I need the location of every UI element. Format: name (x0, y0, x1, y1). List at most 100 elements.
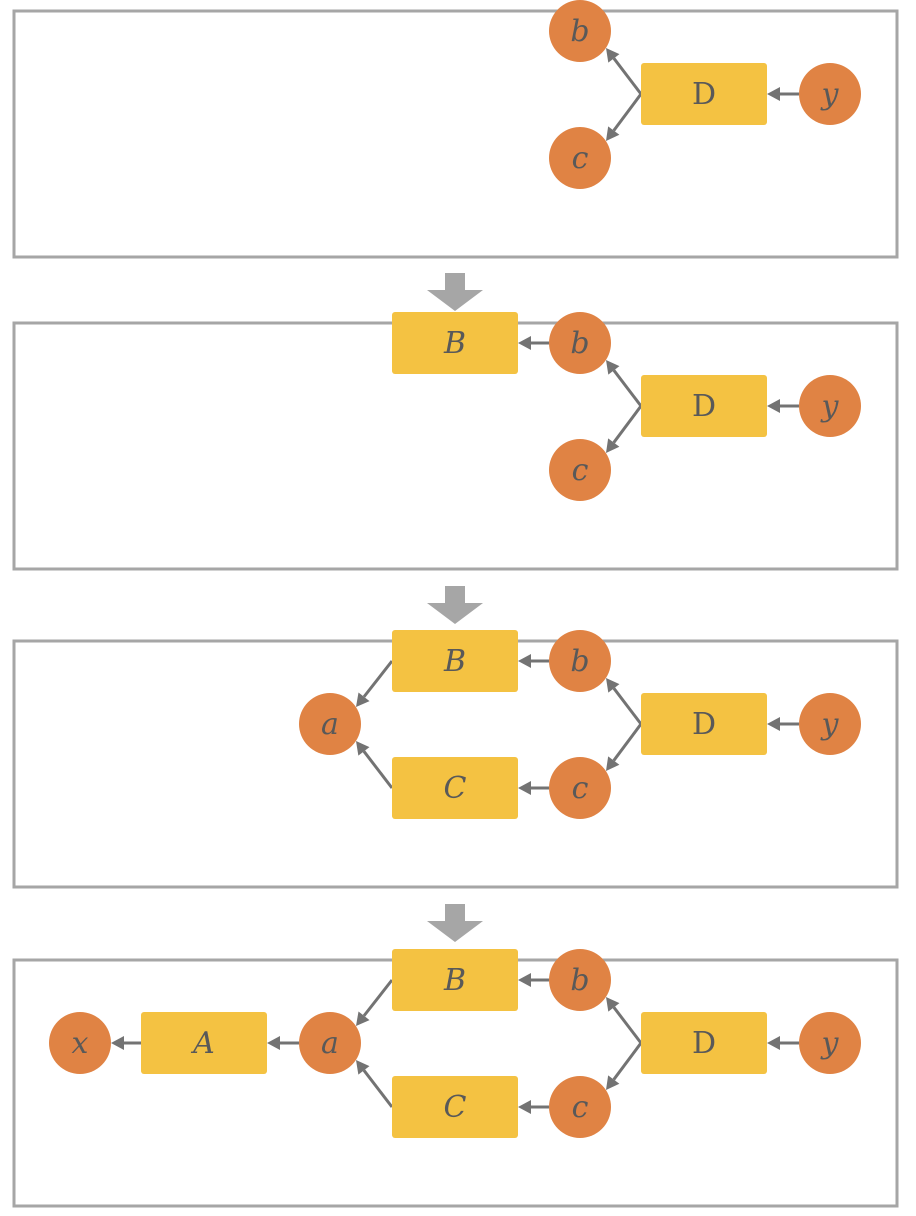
edge-D-to-b-head (606, 997, 620, 1012)
node-circle (549, 1076, 611, 1138)
edge-y-to-D-head (767, 1036, 780, 1050)
node-label: B (443, 963, 466, 998)
node-label: c (572, 141, 589, 176)
edge-D-to-b-head (606, 678, 620, 693)
node-circle (549, 439, 611, 501)
node-box (392, 949, 518, 1011)
node-label: a (321, 707, 339, 742)
node-box (641, 1012, 767, 1074)
edge-C-to-a-head (356, 741, 370, 756)
edge-C-to-a-line (362, 1069, 394, 1108)
node-label: c (572, 1090, 589, 1125)
node-c: c (549, 1076, 611, 1138)
node-circle (549, 0, 611, 62)
node-label: y (820, 389, 840, 424)
node-label: B (443, 326, 466, 361)
node-D: D (641, 375, 767, 437)
node-label: y (820, 77, 840, 112)
node-label: D (692, 389, 716, 424)
node-c: c (549, 439, 611, 501)
node-y: y (799, 1012, 861, 1074)
node-b: b (549, 949, 611, 1011)
node-D: D (641, 63, 767, 125)
edge-y-to-D-head (767, 87, 780, 101)
node-box (392, 312, 518, 374)
node-x: x (49, 1012, 111, 1074)
edge-a-to-A-head (267, 1036, 280, 1050)
node-B: B (392, 949, 518, 1011)
node-circle (799, 1012, 861, 1074)
node-label: b (570, 963, 589, 998)
node-box (641, 375, 767, 437)
node-circle (299, 693, 361, 755)
node-box (141, 1012, 267, 1074)
edge-D-to-b-line (612, 1006, 643, 1044)
node-c: c (549, 757, 611, 819)
node-circle (549, 312, 611, 374)
edge-D-to-c-line (612, 1042, 643, 1081)
node-box (392, 630, 518, 692)
node-B: B (392, 312, 518, 374)
node-box (641, 693, 767, 755)
node-y: y (799, 63, 861, 125)
node-b: b (549, 0, 611, 62)
edge-y-to-D-head (767, 399, 780, 413)
node-circle (549, 630, 611, 692)
edge-D-to-b-head (606, 360, 620, 375)
node-circle (49, 1012, 111, 1074)
node-y: y (799, 375, 861, 437)
edge-B-to-a-line (362, 660, 394, 698)
node-c: c (549, 127, 611, 189)
node-B: B (392, 630, 518, 692)
edge-B-to-a-head (356, 1011, 370, 1026)
node-circle (299, 1012, 361, 1074)
node-box (392, 1076, 518, 1138)
node-label: D (692, 1026, 716, 1061)
edge-D-to-b-head (606, 48, 620, 63)
node-circle (799, 63, 861, 125)
node-label: C (444, 1090, 467, 1125)
node-circle (549, 949, 611, 1011)
edge-D-to-c-head (606, 126, 620, 141)
node-label: y (820, 1026, 840, 1061)
edge-C-to-a-head (356, 1060, 370, 1075)
edges (111, 973, 799, 1114)
edge-D-to-c-line (612, 93, 643, 132)
edge-b-to-B-head (518, 336, 531, 350)
edge-A-to-x-head (111, 1036, 124, 1050)
node-b: b (549, 630, 611, 692)
edges (606, 48, 799, 141)
node-label: x (72, 1026, 89, 1061)
node-circle (549, 757, 611, 819)
node-label: c (572, 453, 589, 488)
edge-D-to-b-line (612, 57, 643, 95)
node-box (392, 757, 518, 819)
node-circle (549, 127, 611, 189)
node-label: A (190, 1026, 215, 1061)
edges (356, 654, 799, 795)
node-a: a (299, 1012, 361, 1074)
edge-D-to-c-line (612, 723, 643, 762)
node-A: A (141, 1012, 267, 1074)
node-label: b (570, 326, 589, 361)
node-label: D (692, 77, 716, 112)
edge-D-to-b-line (612, 369, 643, 407)
node-C: C (392, 1076, 518, 1138)
edge-D-to-c-head (606, 438, 620, 453)
edge-B-to-a-line (362, 979, 394, 1017)
node-label: B (443, 644, 466, 679)
node-label: C (444, 771, 467, 806)
panel-stage-1: b c D y (12, 0, 899, 259)
node-D: D (641, 693, 767, 755)
edge-y-to-D-head (767, 717, 780, 731)
node-label: c (572, 771, 589, 806)
panel-frame (12, 9, 899, 259)
step-down-arrow-icon (427, 586, 483, 624)
step-down-arrow-icon (427, 904, 483, 942)
edge-B-to-a-head (356, 692, 370, 707)
node-C: C (392, 757, 518, 819)
edge-b-to-B-head (518, 654, 531, 668)
